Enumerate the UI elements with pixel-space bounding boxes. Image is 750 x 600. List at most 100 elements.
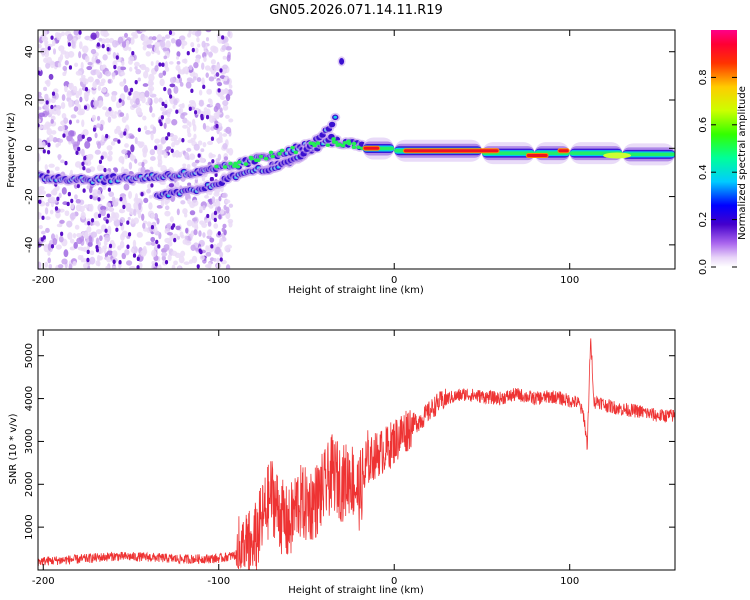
noise-speckle bbox=[80, 247, 85, 252]
noise-speckle bbox=[38, 186, 45, 191]
noise-speckle bbox=[207, 221, 212, 227]
noise-speckle bbox=[157, 149, 163, 156]
noise-speckle bbox=[163, 62, 169, 69]
noise-speckle bbox=[111, 72, 116, 77]
noise-speckle-strong bbox=[96, 42, 101, 47]
noise-speckle bbox=[186, 147, 192, 152]
red-segment bbox=[404, 149, 499, 153]
noise-speckle bbox=[199, 255, 205, 261]
noise-speckle bbox=[104, 38, 111, 44]
track-highlight bbox=[356, 145, 361, 150]
noise-speckle bbox=[228, 203, 234, 208]
noise-speckle bbox=[225, 126, 232, 134]
noise-speckle bbox=[41, 141, 46, 149]
noise-speckle bbox=[136, 231, 143, 238]
noise-speckle bbox=[45, 44, 49, 53]
noise-speckle bbox=[153, 97, 159, 104]
noise-speckle-strong bbox=[157, 244, 161, 249]
noise-speckle-strong bbox=[87, 221, 91, 226]
noise-speckle bbox=[68, 130, 75, 137]
noise-speckle bbox=[178, 77, 183, 84]
noise-speckle bbox=[38, 66, 42, 72]
noise-speckle bbox=[80, 148, 85, 157]
noise-speckle bbox=[61, 187, 67, 195]
noise-speckle bbox=[106, 256, 112, 263]
noise-speckle bbox=[189, 210, 196, 216]
noise-speckle bbox=[42, 124, 49, 130]
noise-speckle bbox=[59, 219, 65, 224]
snr-x-tick-label: -200 bbox=[32, 576, 55, 587]
noise-speckle bbox=[193, 229, 198, 236]
noise-speckle bbox=[64, 210, 70, 217]
track-highlight bbox=[236, 160, 242, 164]
noise-speckle-strong bbox=[173, 237, 177, 243]
noise-speckle-strong bbox=[193, 110, 198, 115]
noise-speckle-strong bbox=[206, 213, 210, 219]
noise-speckle bbox=[47, 243, 52, 251]
noise-speckle bbox=[216, 257, 220, 263]
noise-speckle bbox=[207, 98, 212, 103]
noise-speckle bbox=[52, 48, 57, 55]
noise-speckle bbox=[84, 231, 89, 239]
noise-speckle bbox=[160, 106, 167, 112]
snr-x-label: Height of straight line (km) bbox=[288, 585, 424, 596]
noise-speckle bbox=[146, 39, 153, 44]
noise-speckle bbox=[185, 227, 189, 234]
noise-speckle bbox=[60, 159, 65, 164]
noise-speckle bbox=[205, 30, 212, 33]
noise-speckle bbox=[176, 60, 181, 65]
noise-speckle bbox=[75, 70, 83, 76]
noise-speckle bbox=[167, 231, 173, 236]
noise-speckle bbox=[67, 232, 73, 240]
noise-speckle bbox=[60, 31, 65, 37]
noise-speckle bbox=[228, 84, 233, 89]
noise-speckle-strong bbox=[86, 249, 90, 255]
noise-speckle-strong bbox=[118, 260, 122, 265]
noise-speckle bbox=[169, 83, 176, 88]
noise-speckle bbox=[107, 79, 111, 84]
spectrogram-frame bbox=[37, 29, 676, 270]
noise-speckle bbox=[137, 77, 141, 82]
noise-speckle-strong bbox=[217, 88, 221, 93]
noise-speckle bbox=[208, 204, 214, 209]
noise-speckle bbox=[219, 208, 225, 215]
noise-speckle bbox=[222, 143, 228, 150]
noise-speckle-strong bbox=[210, 136, 215, 141]
noise-speckle bbox=[98, 100, 104, 107]
noise-speckle bbox=[74, 161, 82, 168]
noise-speckle bbox=[74, 62, 79, 67]
noise-speckle bbox=[81, 77, 87, 83]
noise-speckle-strong bbox=[112, 259, 116, 264]
noise-speckle bbox=[148, 202, 153, 210]
noise-speckle bbox=[150, 61, 154, 66]
spectrogram-y-tick-label: 0 bbox=[24, 145, 35, 151]
noise-speckle bbox=[144, 90, 150, 98]
noise-speckle-strong bbox=[84, 87, 89, 92]
noise-speckle bbox=[142, 222, 146, 229]
noise-speckle bbox=[156, 217, 160, 225]
noise-speckle bbox=[100, 30, 107, 37]
noise-speckle bbox=[165, 34, 171, 39]
noise-speckle bbox=[38, 140, 43, 148]
noise-speckle-strong bbox=[137, 127, 141, 132]
noise-speckle bbox=[43, 57, 48, 63]
noise-speckle bbox=[224, 114, 230, 119]
noise-speckle bbox=[224, 245, 230, 253]
noise-speckle-strong bbox=[54, 206, 59, 211]
noise-speckle-strong bbox=[150, 183, 154, 188]
noise-speckle-strong bbox=[89, 194, 93, 200]
noise-speckle bbox=[151, 249, 157, 258]
noise-speckle bbox=[164, 200, 169, 205]
noise-speckle bbox=[79, 96, 83, 103]
noise-speckle bbox=[111, 265, 117, 269]
noise-speckle bbox=[101, 38, 106, 45]
noise-speckle-strong bbox=[140, 191, 144, 197]
track-highlight bbox=[235, 164, 241, 169]
noise-speckle bbox=[124, 154, 129, 160]
noise-speckle bbox=[222, 133, 228, 137]
noise-speckle bbox=[101, 134, 105, 143]
noise-speckle-strong bbox=[42, 149, 46, 154]
noise-speckle bbox=[188, 121, 192, 128]
noise-speckle bbox=[188, 99, 196, 105]
